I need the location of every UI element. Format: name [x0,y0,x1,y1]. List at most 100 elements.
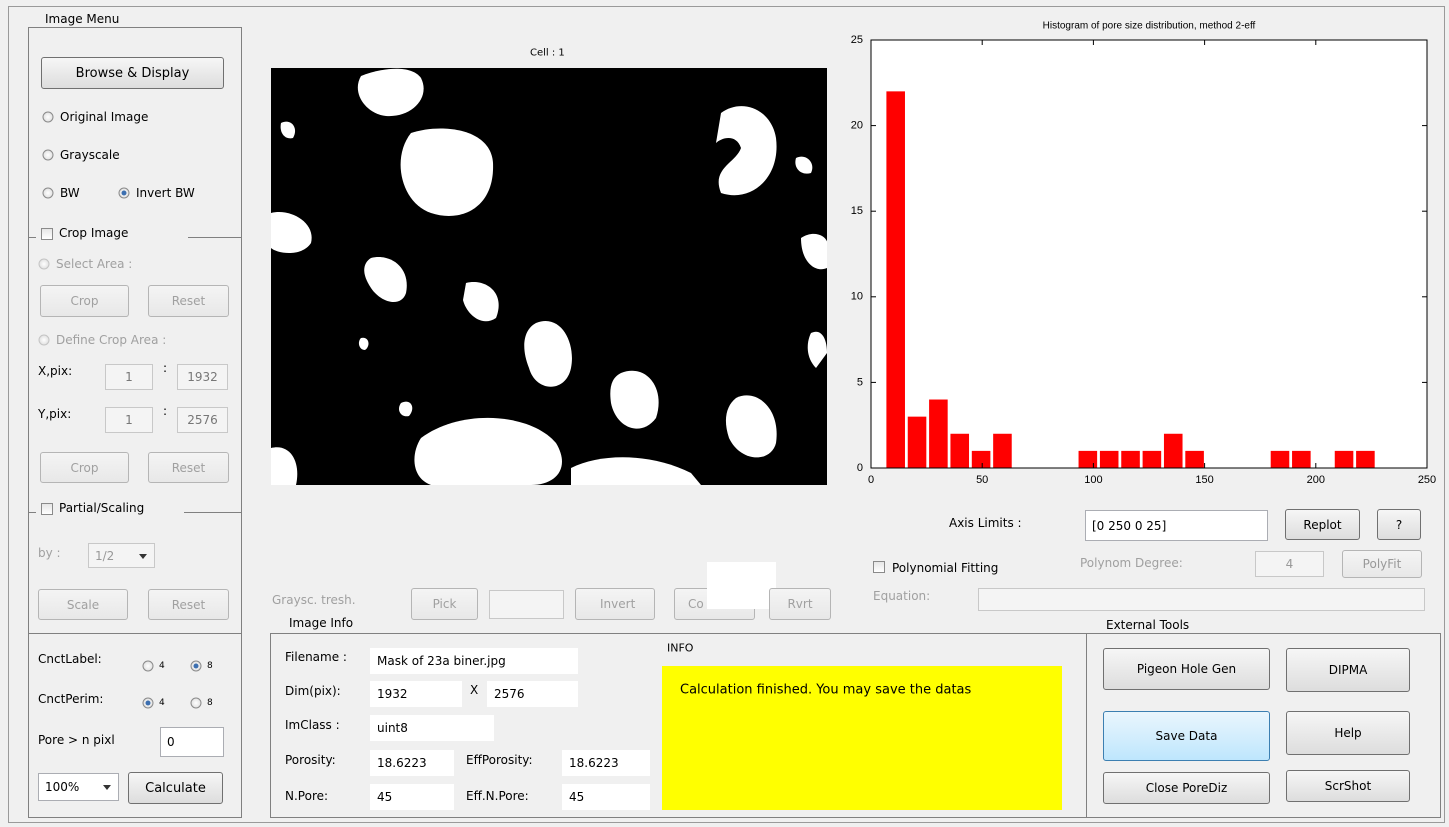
invert-button[interactable]: Invert [575,588,655,620]
bar [1121,451,1140,468]
save-button[interactable]: Save Data [1103,711,1270,761]
y-from-field[interactable]: 1 [105,407,153,433]
radio[interactable] [43,188,54,199]
reset-button[interactable]: Reset [148,589,229,620]
x-tick-label: 0 [868,474,874,486]
polyfit-button[interactable]: PolyFit [1342,550,1422,578]
checkbox[interactable] [873,561,885,573]
x-tick-label: 150 [1195,474,1213,486]
radio-label: Define Crop Area : [56,333,166,347]
plot-area [871,40,1427,468]
x-from-field[interactable]: 1 [105,364,153,390]
radio[interactable] [39,335,50,346]
radio[interactable] [119,188,130,199]
porosity-field: 18.6223 [370,750,454,776]
radio-label: 4 [159,698,165,708]
radio[interactable] [143,698,154,709]
separator-line [28,633,242,634]
pigeon-button[interactable]: Pigeon Hole Gen [1103,648,1270,690]
overlay-box [707,562,776,609]
radio[interactable] [191,698,202,709]
bar [1335,451,1354,468]
checkbox[interactable] [41,228,53,240]
checkbox[interactable] [41,503,53,515]
radio[interactable] [43,150,54,161]
y-tick-label: 25 [851,34,863,46]
y-tick-label: 5 [857,376,863,388]
help-button[interactable]: ? [1377,509,1421,540]
degree-field[interactable]: 4 [1255,551,1324,577]
crop-button[interactable]: Crop [40,452,129,483]
bar [1079,451,1098,468]
group-title: Image Menu [40,12,124,26]
chart-title: Histogram of pore size distribution, met… [1043,21,1256,32]
radio-label: Grayscale [60,148,120,162]
browse-button[interactable]: Browse & Display [41,57,224,89]
dim-width-field: 1932 [370,681,462,707]
field-label: Eff.N.Pore: [466,789,529,803]
radio-label: Original Image [60,110,148,124]
field-label: ImClass : [285,718,340,732]
pick-button[interactable]: Pick [411,588,478,620]
radio-label: 8 [207,698,213,708]
x-tick-label: 50 [976,474,988,486]
image-view [271,68,827,485]
field-label: N.Pore: [285,789,328,803]
y-tick-label: 10 [851,291,863,303]
close-button[interactable]: Close PoreDiz [1103,772,1270,804]
npore-field: 45 [370,784,454,810]
field-label: X,pix: [38,364,72,378]
x-tick-label: 100 [1084,474,1102,486]
y-tick-label: 15 [851,205,863,217]
axis-limits-field[interactable]: [0 250 0 25] [1085,510,1268,541]
radio[interactable] [39,259,50,270]
reset-button[interactable]: Reset [148,285,229,317]
y-to-field[interactable]: 2576 [177,407,228,433]
field-label: Y,pix: [38,407,71,421]
field-label: Filename : [285,650,347,664]
radio-label: 8 [207,661,213,671]
help-button[interactable]: Help [1286,711,1410,755]
zoom-dropdown[interactable]: 100% [38,773,119,801]
equation-field[interactable] [978,588,1425,611]
separator: X [470,683,478,697]
x-to-field[interactable]: 1932 [177,364,228,390]
bar [1185,451,1204,468]
revert-button[interactable]: Rvrt [769,588,831,620]
eff-npore-field: 45 [562,784,650,810]
factor-dropdown[interactable]: 1/2 [88,543,155,568]
crop-button[interactable]: Crop [40,285,129,317]
radio[interactable] [143,661,154,672]
class-field: uint8 [370,715,494,741]
group-title: Partial/Scaling [36,501,184,515]
bar [929,400,948,468]
calculate-button[interactable]: Calculate [128,772,223,804]
reset-button[interactable]: Reset [148,452,229,483]
replot-button[interactable]: Replot [1285,509,1360,540]
screenshot-button[interactable]: ScrShot [1286,770,1410,802]
bar [950,434,969,468]
bar [1164,434,1183,468]
bar [1271,451,1290,468]
dipma-button[interactable]: DIPMA [1286,648,1410,692]
radio-label: Select Area : [56,257,132,271]
group-title: External Tools [1101,618,1219,632]
radio[interactable] [191,661,202,672]
bar [993,434,1012,468]
info-message: Calculation finished. You may save the d… [680,683,971,698]
eff-porosity-field: 18.6223 [562,750,650,776]
bar [972,451,991,468]
checkbox-label: Polynomial Fitting [892,561,998,575]
scale-button[interactable]: Scale [38,589,128,620]
group-title: Image Info [284,616,358,630]
pore-min-field[interactable]: 0 [160,727,224,757]
radio-label: Invert BW [136,186,195,200]
field-label: EffPorosity: [466,753,533,767]
field-label: Axis Limits : [949,516,1022,530]
radio[interactable] [43,112,54,123]
separator: : [163,404,167,418]
x-tick-label: 250 [1418,474,1436,486]
info-title: INFO [667,642,693,655]
threshold-field[interactable] [489,590,564,619]
poreDiz-window: Image Menu Browse & Display Original Ima… [0,0,1449,827]
